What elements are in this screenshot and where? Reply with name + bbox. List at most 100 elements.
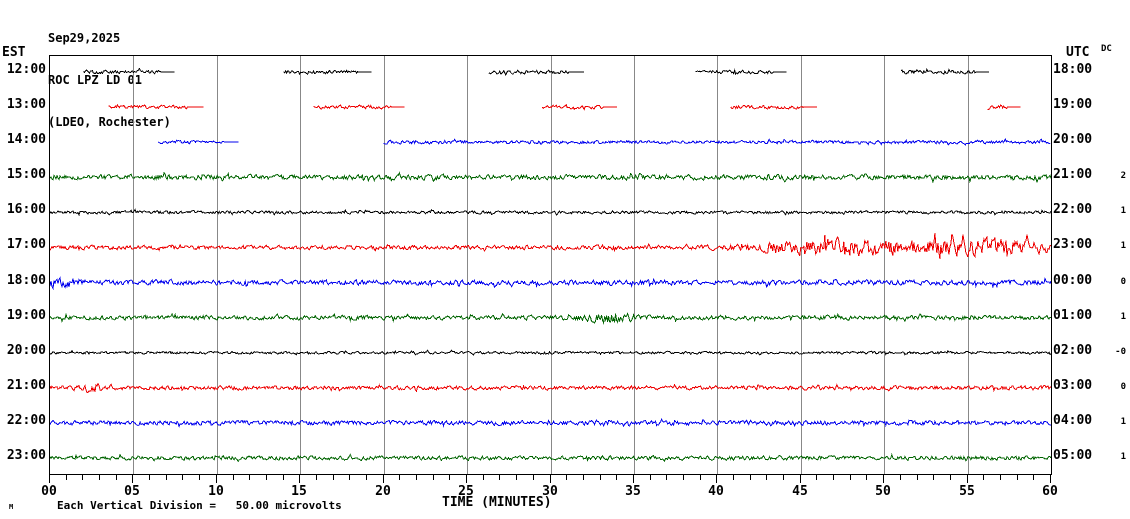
plot-title-block: Sep29,2025 ROC LPZ LD 01 (LDEO, Rocheste…	[48, 3, 171, 157]
grid-line-minute-25	[467, 56, 468, 474]
x-tick-label-20: 20	[375, 484, 391, 499]
minor-tick-minute-3	[99, 474, 100, 480]
minor-tick-minute-37	[666, 474, 667, 480]
est-time-label-17:00: 17:00	[6, 237, 46, 253]
trace-13:00-seg0	[108, 103, 204, 110]
est-time-label-18:00: 18:00	[6, 272, 46, 288]
minor-tick-minute-34	[616, 474, 617, 480]
grid-line-minute-20	[384, 56, 385, 474]
major-tick-minute-40	[716, 474, 717, 483]
minor-tick-minute-29	[533, 474, 534, 480]
dc-value-22:00: 1	[1120, 206, 1126, 217]
minor-tick-minute-31	[566, 474, 567, 480]
utc-time-label-20:00: 20:00	[1053, 132, 1093, 148]
grid-line-minute-40	[717, 56, 718, 474]
trace-19:00-seg0	[50, 312, 1051, 325]
minor-tick-minute-58	[1017, 474, 1018, 480]
minor-tick-minute-23	[433, 474, 434, 480]
major-tick-minute-35	[633, 474, 634, 483]
minor-tick-minute-18	[349, 474, 350, 480]
trace-13:00-seg1	[313, 104, 405, 110]
minor-tick-minute-17	[333, 474, 334, 480]
minor-tick-minute-27	[499, 474, 500, 480]
x-tick-label-15: 15	[291, 484, 307, 499]
dc-value-00:00: 0	[1120, 276, 1126, 287]
x-tick-label-30: 30	[542, 484, 558, 499]
est-time-label-22:00: 22:00	[6, 412, 46, 428]
minor-tick-minute-13	[266, 474, 267, 480]
dc-value-01:00: 1	[1120, 311, 1126, 322]
minor-tick-minute-33	[600, 474, 601, 480]
x-tick-label-50: 50	[875, 484, 891, 499]
dc-value-23:00: 1	[1120, 241, 1126, 252]
utc-time-label-18:00: 18:00	[1053, 62, 1093, 77]
x-tick-label-25: 25	[458, 484, 474, 499]
trace-12:00-seg4	[900, 67, 989, 75]
x-axis-label: TIME (MINUTES)	[442, 495, 552, 510]
est-time-label-20:00: 20:00	[6, 342, 46, 358]
major-tick-minute-55	[967, 474, 968, 483]
major-tick-minute-25	[466, 474, 467, 483]
minor-tick-minute-2	[82, 474, 83, 480]
title-station: ROC LPZ LD 01	[48, 73, 142, 87]
trace-13:00-seg3	[730, 104, 817, 110]
dc-column-header: DC	[1101, 44, 1112, 54]
dc-value-21:00: 2	[1120, 171, 1126, 182]
major-tick-minute-5	[132, 474, 133, 483]
minor-tick-minute-52	[917, 474, 918, 480]
minor-tick-minute-6	[149, 474, 150, 480]
trace-12:00-seg2	[488, 69, 584, 77]
utc-time-label-03:00: 03:00	[1053, 377, 1093, 393]
trace-17:00-seg0	[50, 233, 1051, 260]
est-time-label-12:00: 12:00	[6, 62, 46, 77]
minor-tick-minute-12	[249, 474, 250, 480]
plot-mark: M	[9, 503, 14, 511]
minor-tick-minute-56	[983, 474, 984, 480]
minor-tick-minute-46	[816, 474, 817, 480]
grid-line-minute-35	[634, 56, 635, 474]
trace-canvas	[50, 67, 1051, 463]
minor-tick-minute-16	[316, 474, 317, 480]
trace-15:00-seg0	[50, 171, 1051, 184]
trace-12:00-seg1	[283, 69, 372, 76]
trace-12:00-seg0	[83, 67, 175, 75]
seismogram-plot-area	[49, 55, 1052, 475]
grid-line-minute-50	[884, 56, 885, 474]
minor-tick-minute-36	[650, 474, 651, 480]
minor-tick-minute-24	[449, 474, 450, 480]
minor-tick-minute-21	[399, 474, 400, 480]
dc-value-02:00: -0	[1115, 346, 1126, 357]
x-tick-label-45: 45	[792, 484, 808, 499]
utc-time-label-23:00: 23:00	[1053, 237, 1093, 253]
est-time-label-14:00: 14:00	[6, 132, 46, 148]
trace-20:00-seg0	[50, 349, 1051, 357]
minor-tick-minute-48	[850, 474, 851, 480]
utc-time-label-21:00: 21:00	[1053, 167, 1093, 183]
grid-line-minute-15	[300, 56, 301, 474]
est-axis-header: EST	[2, 45, 26, 60]
trace-23:00-seg0	[50, 453, 1051, 463]
trace-22:00-seg0	[50, 417, 1051, 428]
grid-line-minute-55	[968, 56, 969, 474]
major-tick-minute-30	[550, 474, 551, 483]
dc-value-04:00: 1	[1120, 416, 1126, 427]
minor-tick-minute-26	[483, 474, 484, 480]
trace-14:00-seg1	[383, 137, 1051, 146]
major-tick-minute-15	[299, 474, 300, 483]
dc-value-03:00: 0	[1120, 381, 1126, 392]
utc-time-label-04:00: 04:00	[1053, 412, 1093, 428]
x-tick-label-55: 55	[959, 484, 975, 499]
est-time-label-23:00: 23:00	[6, 448, 46, 463]
trace-18:00-seg0	[50, 276, 1051, 291]
minor-tick-minute-49	[866, 474, 867, 480]
major-tick-minute-50	[883, 474, 884, 483]
minor-tick-minute-53	[933, 474, 934, 480]
trace-12:00-seg3	[695, 68, 787, 76]
minor-tick-minute-51	[900, 474, 901, 480]
major-tick-minute-20	[383, 474, 384, 483]
x-tick-label-10: 10	[208, 484, 224, 499]
utc-time-label-05:00: 05:00	[1053, 448, 1093, 463]
grid-line-minute-5	[133, 56, 134, 474]
minor-tick-minute-41	[733, 474, 734, 480]
minor-tick-minute-57	[1000, 474, 1001, 480]
